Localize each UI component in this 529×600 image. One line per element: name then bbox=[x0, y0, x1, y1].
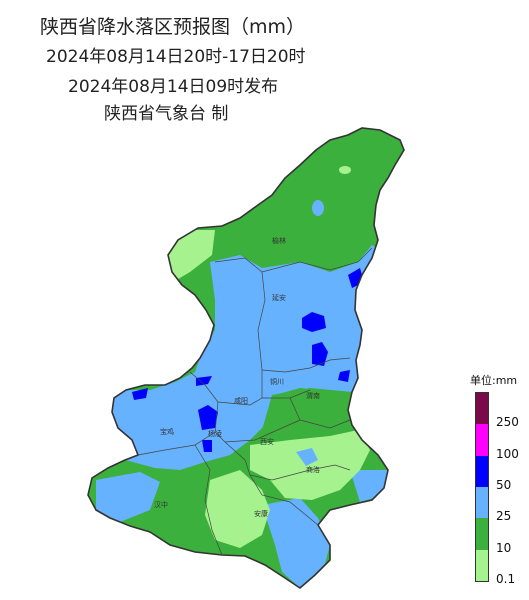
legend-label: 50 bbox=[496, 478, 512, 492]
zone-25-50-patch bbox=[296, 448, 318, 466]
issuer: 陕西省气象台 制 bbox=[104, 104, 229, 124]
city-borders bbox=[137, 247, 373, 556]
legend-swatch bbox=[476, 487, 488, 519]
legend-label: 0.1 bbox=[496, 572, 516, 586]
zone-0.1-10-shangluo bbox=[250, 430, 370, 500]
zone-50-100-yanan-south bbox=[312, 342, 328, 366]
zone-25-50-central bbox=[112, 245, 380, 470]
legend-label: 250 bbox=[496, 415, 519, 430]
legend-label: 25 bbox=[496, 509, 512, 524]
legend-swatch bbox=[476, 549, 488, 581]
legend: 单位:mm 250 100 50 25 10 0.1 bbox=[470, 372, 529, 592]
zone-0.1-10-north-1 bbox=[339, 166, 351, 174]
city-label-yangling: 杨凌 bbox=[208, 429, 222, 438]
zone-50-100-yanan bbox=[302, 312, 326, 332]
issue-time: 2024年08月14日09时发布 bbox=[68, 77, 279, 97]
city-label-baoji: 宝鸡 bbox=[160, 427, 174, 436]
zone-25-50-north-patch bbox=[312, 200, 324, 216]
city-label-xianyang: 咸阳 bbox=[234, 396, 248, 405]
zone-50-100-east bbox=[338, 370, 350, 382]
city-label-yulin: 榆林 bbox=[272, 236, 286, 245]
title-block: 陕西省降水落区预报图（mm） 2024年08月14日20时-17日20时 202… bbox=[0, 0, 529, 130]
zone-50-100-baoji bbox=[132, 388, 148, 400]
legend-swatch bbox=[476, 393, 488, 425]
zone-50-100-yangling bbox=[198, 405, 218, 430]
province-border bbox=[87, 127, 405, 590]
zone-50-100-xian-west bbox=[202, 440, 212, 452]
city-label-shangluo: 商洛 bbox=[306, 465, 320, 474]
city-label-hanzhong: 汉中 bbox=[154, 500, 168, 509]
rain-zones bbox=[88, 128, 404, 588]
city-label-tongchuan: 铜川 bbox=[270, 377, 284, 386]
city-label-weinan: 渭南 bbox=[306, 391, 320, 400]
legend-colorbar bbox=[475, 392, 489, 582]
legend-label: 10 bbox=[496, 540, 512, 555]
legend-unit: 单位:mm bbox=[470, 374, 518, 387]
legend-swatch bbox=[476, 424, 488, 456]
zone-0.1-10-ankang bbox=[205, 470, 270, 548]
zone-10-25-weinan bbox=[262, 388, 352, 442]
legend-label: 100 bbox=[496, 446, 519, 461]
map-title: 陕西省降水落区预报图（mm） bbox=[40, 16, 306, 38]
legend-swatch bbox=[476, 518, 488, 550]
zone-0.1-10-northwest bbox=[165, 230, 215, 285]
city-label-xian: 西安 bbox=[260, 437, 274, 446]
forecast-period: 2024年08月14日20时-17日20时 bbox=[46, 47, 306, 67]
zone-50-100-xianyang bbox=[196, 376, 212, 386]
legend-swatch bbox=[476, 455, 488, 487]
city-label-yanan: 延安 bbox=[272, 293, 286, 302]
city-label-ankang: 安康 bbox=[254, 509, 268, 518]
city-labels: 榆林 延安 铜川 渭南 咸阳 宝鸡 杨凌 西安 商洛 汉中 安康 bbox=[154, 236, 320, 518]
zone-25-50-hanzhong bbox=[96, 472, 160, 522]
